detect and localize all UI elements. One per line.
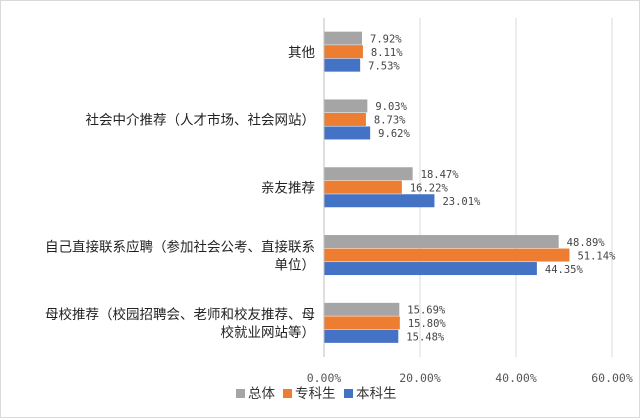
- bar-total: [324, 302, 400, 316]
- bar-total: [324, 235, 559, 249]
- bar-junior-college: [324, 112, 366, 126]
- data-label: 8.11%: [371, 47, 403, 59]
- bar-undergraduate: [324, 194, 435, 208]
- data-label: 15.80%: [408, 318, 447, 330]
- bar-total: [324, 167, 413, 181]
- bar-undergraduate: [324, 126, 371, 140]
- bar-total: [324, 31, 363, 45]
- value-axis: 0.00% 20.00% 40.00% 60.00%: [307, 18, 633, 385]
- data-label: 15.48%: [406, 332, 445, 344]
- x-tick-label: 40.00%: [495, 371, 537, 385]
- category-label: 母校推荐（校园招聘会、老师和校友推荐、母: [45, 306, 315, 323]
- data-label: 9.62%: [378, 128, 410, 140]
- legend-swatch: [283, 389, 292, 398]
- data-label: 48.89%: [567, 237, 606, 249]
- data-label: 9.03%: [375, 101, 407, 113]
- bar-junior-college: [324, 316, 400, 330]
- x-tick-label: 60.00%: [591, 371, 633, 385]
- data-label: 7.53%: [368, 60, 400, 72]
- data-label: 16.22%: [410, 183, 449, 195]
- data-label: 44.35%: [545, 264, 584, 276]
- legend: 总体 专科生 本科生: [236, 386, 397, 402]
- data-label: 23.01%: [442, 196, 481, 208]
- data-label: 15.69%: [407, 305, 446, 317]
- data-label: 18.47%: [421, 169, 460, 181]
- bar-undergraduate: [324, 58, 361, 72]
- category-label: 自己直接联系应聘（参加社会公考、直接联系: [45, 238, 315, 255]
- legend-label: 总体: [248, 386, 275, 402]
- bar-junior-college: [324, 45, 363, 59]
- bar-undergraduate: [324, 329, 399, 343]
- bars: 7.92% 8.11%7.53% 9.03% 8.73%9.62% 18.47% 16.2…: [324, 31, 616, 344]
- data-label: 8.73%: [374, 115, 406, 127]
- bar-junior-college: [324, 180, 402, 194]
- data-label: 7.92%: [370, 33, 402, 45]
- category-label: 单位）: [275, 257, 316, 273]
- x-tick-label: 0.00%: [307, 371, 342, 385]
- legend-swatch: [236, 389, 245, 398]
- category-label: 其他: [288, 45, 315, 61]
- bar-undergraduate: [324, 262, 537, 276]
- category-label: 亲友推荐: [261, 181, 315, 197]
- data-label: 51.14%: [577, 250, 616, 262]
- bar-total: [324, 99, 368, 113]
- category-label: 社会中介推荐（人才市场、社会网站）: [86, 112, 316, 129]
- legend-swatch: [344, 389, 353, 398]
- bar-junior-college: [324, 248, 570, 262]
- category-label: 校就业网站等）: [221, 324, 316, 341]
- legend-label: 本科生: [356, 386, 397, 402]
- legend-label: 专科生: [295, 386, 336, 402]
- x-tick-label: 20.00%: [399, 371, 441, 385]
